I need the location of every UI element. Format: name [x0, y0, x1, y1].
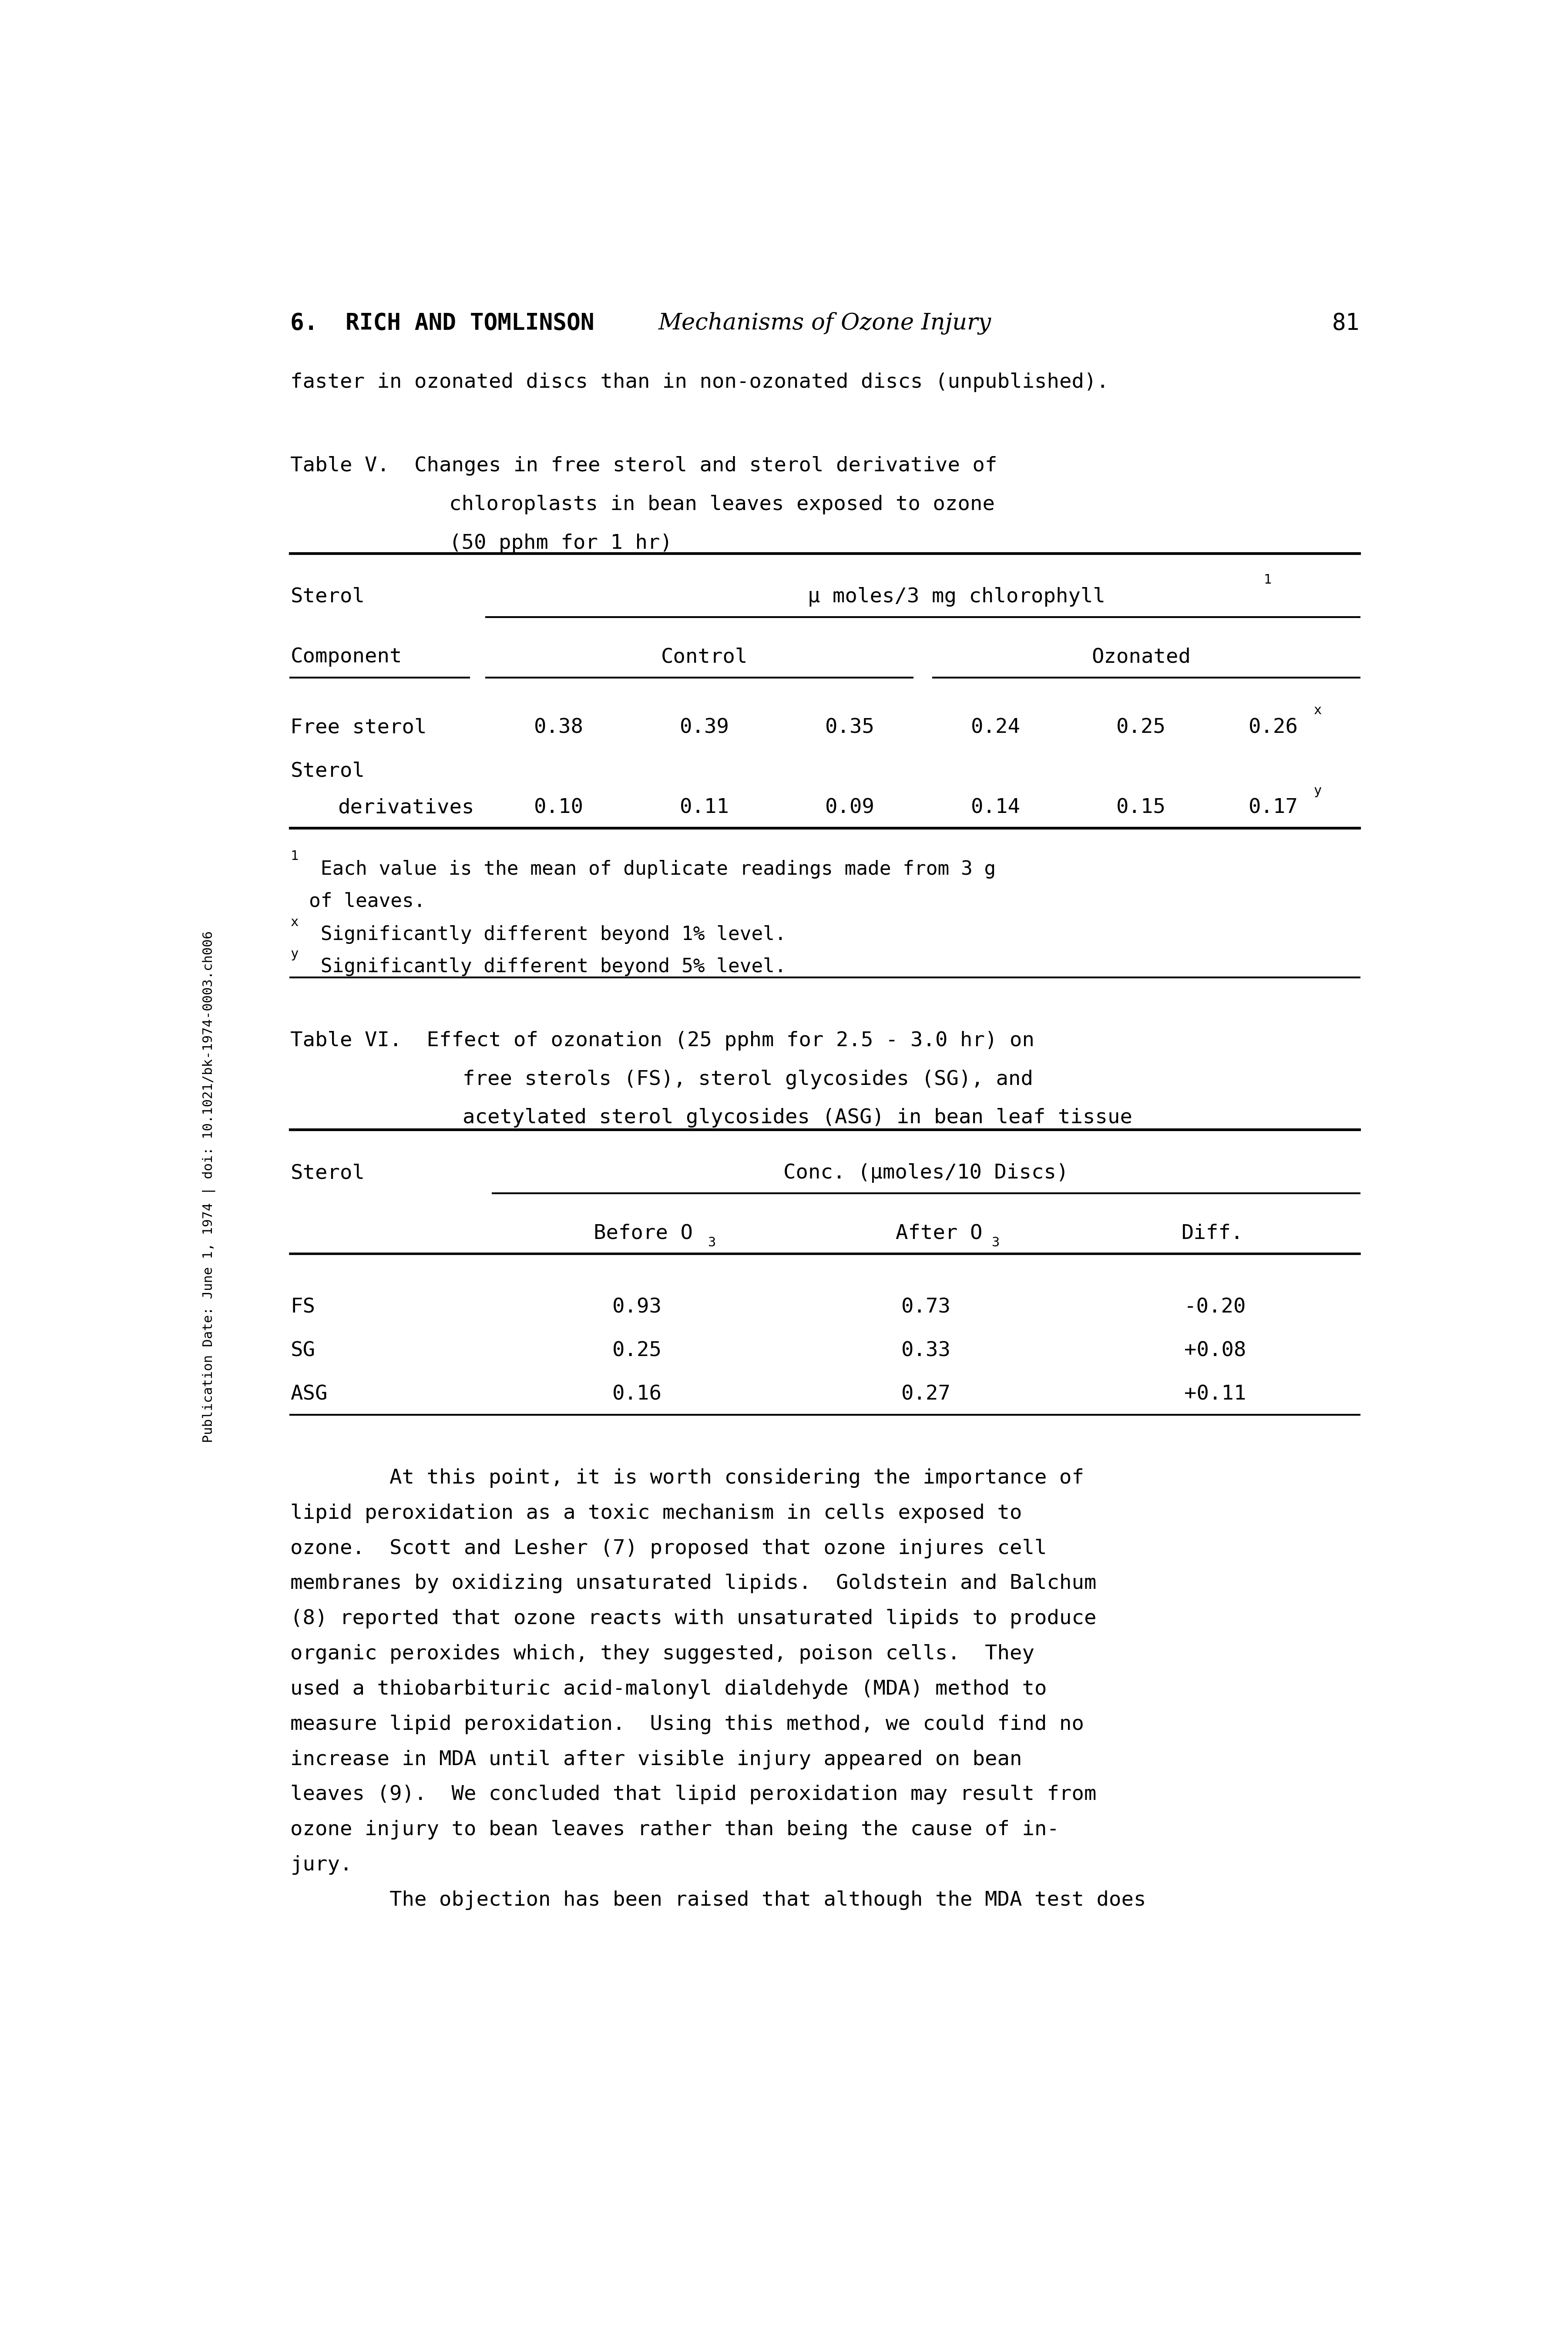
Text: increase in MDA until after visible injury appeared on bean: increase in MDA until after visible inju…: [290, 1751, 1022, 1770]
Text: 0.16: 0.16: [613, 1384, 662, 1403]
Text: y: y: [1314, 785, 1322, 797]
Text: Control: Control: [662, 646, 748, 667]
Text: 0.39: 0.39: [679, 717, 729, 738]
Text: derivatives: derivatives: [337, 799, 474, 818]
Text: 81: 81: [1331, 313, 1359, 334]
Text: jury.: jury.: [290, 1854, 353, 1875]
Text: Before O: Before O: [593, 1224, 693, 1243]
Text: measure lipid peroxidation.  Using this method, we could find no: measure lipid peroxidation. Using this m…: [290, 1716, 1083, 1734]
Text: 0.15: 0.15: [1116, 799, 1167, 818]
Text: Ozonated: Ozonated: [1091, 646, 1190, 667]
Text: +0.08: +0.08: [1184, 1342, 1247, 1361]
Text: -0.20: -0.20: [1184, 1297, 1247, 1316]
Text: Diff.: Diff.: [1181, 1224, 1243, 1243]
Text: Conc. (μmoles/10 Discs): Conc. (μmoles/10 Discs): [784, 1163, 1069, 1182]
Text: 0.25: 0.25: [1116, 717, 1167, 738]
Text: 3: 3: [709, 1236, 717, 1248]
Text: lipid peroxidation as a toxic mechanism in cells exposed to: lipid peroxidation as a toxic mechanism …: [290, 1504, 1022, 1523]
Text: Free sterol: Free sterol: [290, 717, 426, 738]
Text: FS: FS: [290, 1297, 315, 1316]
Text: Sterol: Sterol: [290, 1163, 365, 1182]
Text: 0.24: 0.24: [971, 717, 1021, 738]
Text: 0.33: 0.33: [902, 1342, 952, 1361]
Text: acetylated sterol glycosides (ASG) in bean leaf tissue: acetylated sterol glycosides (ASG) in be…: [463, 1107, 1132, 1128]
Text: 0.25: 0.25: [613, 1342, 662, 1361]
Text: Sterol: Sterol: [290, 588, 365, 606]
Text: 1: 1: [290, 851, 298, 862]
Text: x: x: [290, 916, 298, 928]
Text: Significantly different beyond 1% level.: Significantly different beyond 1% level.: [309, 926, 786, 945]
Text: ASG: ASG: [290, 1384, 328, 1403]
Text: x: x: [1314, 705, 1322, 717]
Text: 1: 1: [1264, 573, 1272, 585]
Text: 0.38: 0.38: [535, 717, 583, 738]
Text: 0.10: 0.10: [535, 799, 583, 818]
Text: Significantly different beyond 5% level.: Significantly different beyond 5% level.: [309, 956, 786, 975]
Text: 0.09: 0.09: [825, 799, 875, 818]
Text: At this point, it is worth considering the importance of: At this point, it is worth considering t…: [290, 1469, 1083, 1488]
Text: faster in ozonated discs than in non-ozonated discs (unpublished).: faster in ozonated discs than in non-ozo…: [290, 374, 1109, 392]
Text: ozone.  Scott and Lesher (7) proposed that ozone injures cell: ozone. Scott and Lesher (7) proposed tha…: [290, 1539, 1047, 1558]
Text: ozone injury to bean leaves rather than being the cause of in-: ozone injury to bean leaves rather than …: [290, 1821, 1060, 1840]
Text: Each value is the mean of duplicate readings made from 3 g: Each value is the mean of duplicate read…: [309, 860, 996, 879]
Text: leaves (9).  We concluded that lipid peroxidation may result from: leaves (9). We concluded that lipid pero…: [290, 1786, 1096, 1805]
Text: Table V.  Changes in free sterol and sterol derivative of: Table V. Changes in free sterol and ster…: [290, 456, 997, 475]
Text: Publication Date: June 1, 1974 | doi: 10.1021/bk-1974-0003.ch006: Publication Date: June 1, 1974 | doi: 10…: [202, 931, 215, 1443]
Text: Mechanisms of Ozone Injury: Mechanisms of Ozone Injury: [659, 313, 991, 334]
Text: The objection has been raised that although the MDA test does: The objection has been raised that altho…: [290, 1889, 1146, 1911]
Text: Component: Component: [290, 646, 401, 667]
Text: 0.17: 0.17: [1248, 799, 1298, 818]
Text: 0.73: 0.73: [902, 1297, 952, 1316]
Text: 0.27: 0.27: [902, 1384, 952, 1403]
Text: used a thiobarbituric acid-malonyl dialdehyde (MDA) method to: used a thiobarbituric acid-malonyl diald…: [290, 1680, 1047, 1699]
Text: After O: After O: [895, 1224, 983, 1243]
Text: free sterols (FS), sterol glycosides (SG), and: free sterols (FS), sterol glycosides (SG…: [463, 1069, 1033, 1088]
Text: y: y: [290, 947, 298, 961]
Text: 0.26: 0.26: [1248, 717, 1298, 738]
Text: +0.11: +0.11: [1184, 1384, 1247, 1403]
Text: membranes by oxidizing unsaturated lipids.  Goldstein and Balchum: membranes by oxidizing unsaturated lipid…: [290, 1574, 1096, 1593]
Text: 6.  RICH AND TOMLINSON: 6. RICH AND TOMLINSON: [290, 313, 594, 334]
Text: 3: 3: [993, 1236, 1000, 1248]
Text: 0.93: 0.93: [613, 1297, 662, 1316]
Text: 0.35: 0.35: [825, 717, 875, 738]
Text: Table VI.  Effect of ozonation (25 pphm for 2.5 - 3.0 hr) on: Table VI. Effect of ozonation (25 pphm f…: [290, 1032, 1035, 1050]
Text: 0.14: 0.14: [971, 799, 1021, 818]
Text: (50 pphm for 1 hr): (50 pphm for 1 hr): [448, 533, 673, 552]
Text: chloroplasts in bean leaves exposed to ozone: chloroplasts in bean leaves exposed to o…: [448, 496, 994, 515]
Text: of leaves.: of leaves.: [309, 893, 425, 909]
Text: organic peroxides which, they suggested, poison cells.  They: organic peroxides which, they suggested,…: [290, 1645, 1035, 1664]
Text: Sterol: Sterol: [290, 761, 365, 780]
Text: (8) reported that ozone reacts with unsaturated lipids to produce: (8) reported that ozone reacts with unsa…: [290, 1610, 1096, 1629]
Text: SG: SG: [290, 1342, 315, 1361]
Text: μ moles/3 mg chlorophyll: μ moles/3 mg chlorophyll: [808, 588, 1105, 606]
Text: 0.11: 0.11: [679, 799, 729, 818]
